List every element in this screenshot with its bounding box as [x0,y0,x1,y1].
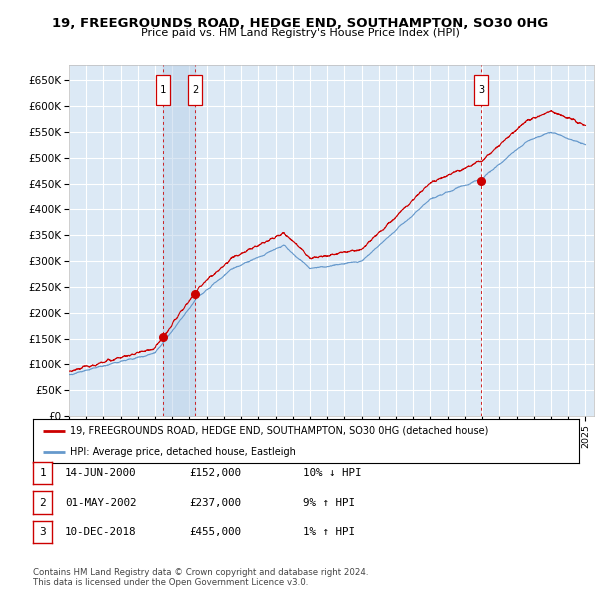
Text: HPI: Average price, detached house, Eastleigh: HPI: Average price, detached house, East… [70,447,296,457]
Text: 1: 1 [160,85,166,95]
Text: 9% ↑ HPI: 9% ↑ HPI [303,498,355,507]
FancyBboxPatch shape [188,76,202,105]
Text: 1% ↑ HPI: 1% ↑ HPI [303,527,355,537]
Text: 2: 2 [39,498,46,507]
Text: 1: 1 [39,468,46,478]
Text: 10-DEC-2018: 10-DEC-2018 [65,527,136,537]
FancyBboxPatch shape [156,76,170,105]
Text: 3: 3 [39,527,46,537]
Text: 14-JUN-2000: 14-JUN-2000 [65,468,136,478]
Text: £152,000: £152,000 [189,468,241,478]
Text: 01-MAY-2002: 01-MAY-2002 [65,498,136,507]
FancyBboxPatch shape [474,76,488,105]
Text: Contains HM Land Registry data © Crown copyright and database right 2024.
This d: Contains HM Land Registry data © Crown c… [33,568,368,587]
Text: 3: 3 [478,85,484,95]
Text: Price paid vs. HM Land Registry's House Price Index (HPI): Price paid vs. HM Land Registry's House … [140,28,460,38]
Text: £455,000: £455,000 [189,527,241,537]
Text: 10% ↓ HPI: 10% ↓ HPI [303,468,361,478]
Text: 19, FREEGROUNDS ROAD, HEDGE END, SOUTHAMPTON, SO30 0HG: 19, FREEGROUNDS ROAD, HEDGE END, SOUTHAM… [52,17,548,30]
Text: £237,000: £237,000 [189,498,241,507]
Text: 2: 2 [192,85,198,95]
Text: 19, FREEGROUNDS ROAD, HEDGE END, SOUTHAMPTON, SO30 0HG (detached house): 19, FREEGROUNDS ROAD, HEDGE END, SOUTHAM… [70,426,488,436]
